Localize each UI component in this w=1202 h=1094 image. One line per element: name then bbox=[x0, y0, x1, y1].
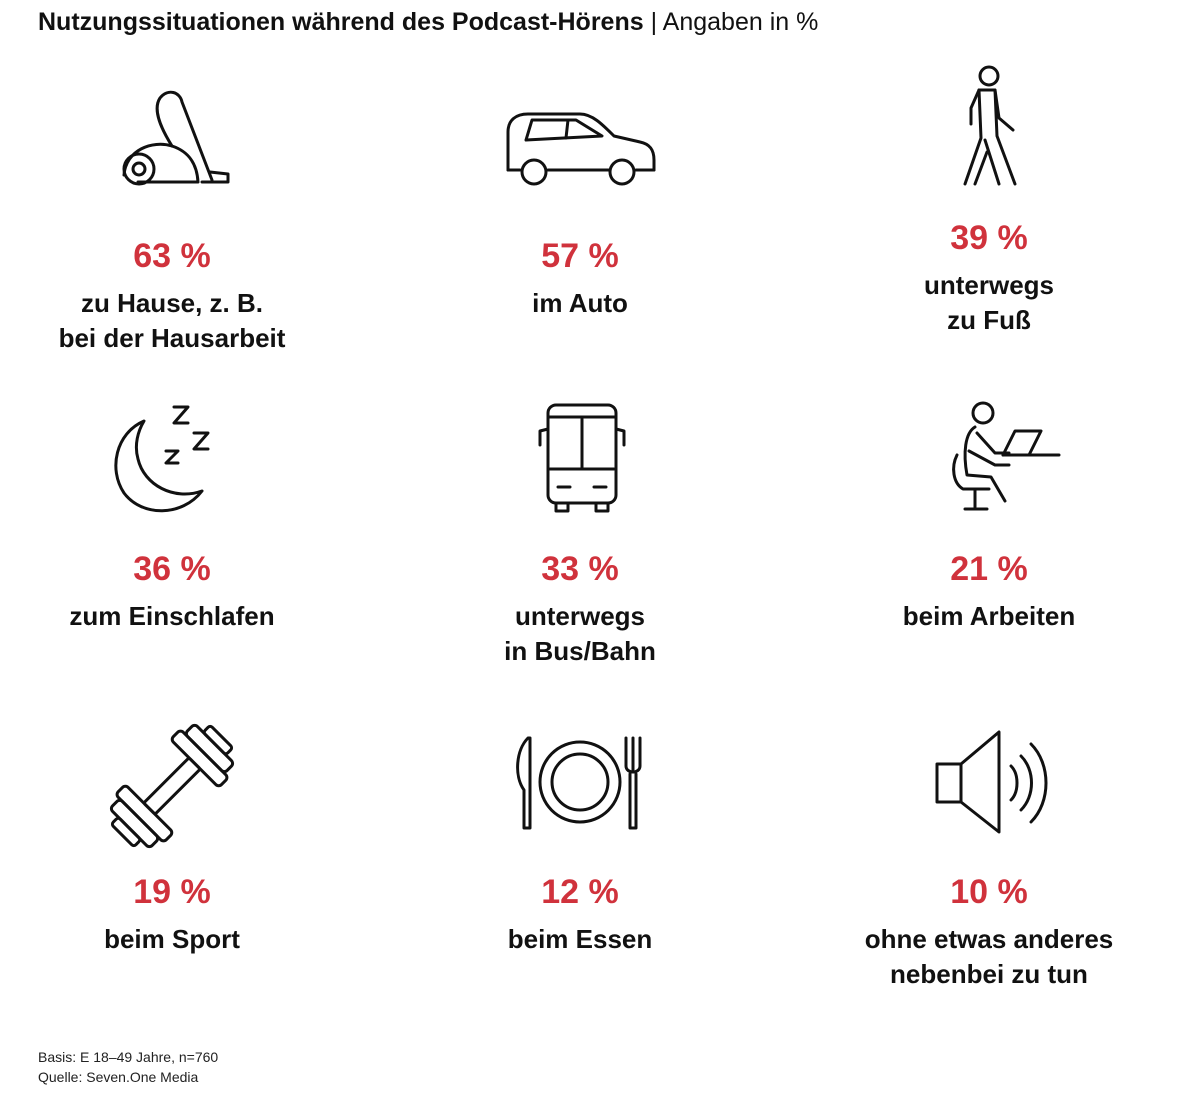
category-label-line: im Auto bbox=[532, 288, 628, 318]
title-separator: | bbox=[650, 8, 658, 36]
car-icon bbox=[506, 112, 656, 186]
plate-cutlery-icon bbox=[516, 736, 642, 830]
category-label-line: in Bus/Bahn bbox=[504, 636, 656, 666]
item-walk: 39 % unterwegs zu Fuß bbox=[799, 60, 1179, 338]
item-work: 21 % beim Arbeiten bbox=[799, 393, 1179, 634]
category-label-line: zu Fuß bbox=[947, 305, 1031, 335]
chart-title: Nutzungssituationen während des Podcast-… bbox=[38, 8, 818, 37]
category-label-line: beim Sport bbox=[104, 924, 240, 954]
category-label: zum Einschlafen bbox=[0, 599, 362, 634]
speaker-icon bbox=[935, 730, 1048, 834]
item-sleep: 36 % zum Einschlafen bbox=[0, 393, 362, 634]
value-label: 10 % bbox=[950, 873, 1028, 911]
item-eat: 12 % beim Essen bbox=[390, 716, 770, 957]
value-label: 36 % bbox=[133, 550, 211, 588]
category-label-line: nebenbei zu tun bbox=[890, 959, 1088, 989]
category-label-line: beim Arbeiten bbox=[902, 601, 1076, 631]
category-label-line: beim Essen bbox=[507, 924, 653, 954]
moon-sleep-icon bbox=[114, 405, 210, 513]
category-label-line: zum Einschlafen bbox=[69, 601, 275, 631]
dumbbell-icon bbox=[109, 723, 235, 849]
title-subtitle: Angaben in % bbox=[662, 8, 819, 36]
category-label-line: zu Hause, z. B. bbox=[80, 288, 264, 318]
vacuum-cleaner-icon bbox=[122, 90, 230, 186]
item-home: 63 % zu Hause, z. B. bei der Hausarbeit bbox=[0, 80, 362, 356]
basis-note: Basis: E 18–49 Jahre, n=760 bbox=[38, 1049, 219, 1065]
value-label: 12 % bbox=[541, 873, 619, 911]
item-car: 57 % im Auto bbox=[390, 80, 770, 321]
category-label-line: unterwegs bbox=[514, 601, 646, 631]
category-label-line: bei der Hausarbeit bbox=[58, 323, 286, 353]
item-silent: 10 % ohne etwas anderes nebenbei zu tun bbox=[799, 716, 1179, 992]
value-label: 63 % bbox=[133, 237, 211, 275]
item-bus: 33 % unterwegs in Bus/Bahn bbox=[390, 393, 770, 669]
title-main: Nutzungssituationen während des Podcast-… bbox=[38, 8, 644, 36]
category-label: beim Sport bbox=[0, 922, 362, 957]
value-label: 57 % bbox=[541, 237, 619, 275]
person-at-desk-icon bbox=[952, 401, 1061, 511]
category-label: beim Essen bbox=[390, 922, 770, 957]
category-label: im Auto bbox=[390, 286, 770, 321]
category-label: ohne etwas anderes nebenbei zu tun bbox=[799, 922, 1179, 992]
category-label: unterwegs in Bus/Bahn bbox=[390, 599, 770, 669]
walking-person-icon bbox=[963, 65, 1017, 186]
bus-icon bbox=[538, 403, 626, 513]
footer-notes: Basis: E 18–49 Jahre, n=760 Quelle: Seve… bbox=[38, 1047, 218, 1087]
value-label: 21 % bbox=[950, 550, 1028, 588]
value-label: 19 % bbox=[133, 873, 211, 911]
value-label: 33 % bbox=[541, 550, 619, 588]
category-label-line: unterwegs bbox=[923, 270, 1055, 300]
category-label-line: ohne etwas anderes bbox=[864, 924, 1114, 954]
category-label: zu Hause, z. B. bei der Hausarbeit bbox=[0, 286, 362, 356]
category-label: beim Arbeiten bbox=[799, 599, 1179, 634]
item-sport: 19 % beim Sport bbox=[0, 716, 362, 957]
source-note: Quelle: Seven.One Media bbox=[38, 1069, 199, 1085]
category-label: unterwegs zu Fuß bbox=[799, 268, 1179, 338]
value-label: 39 % bbox=[950, 219, 1028, 257]
